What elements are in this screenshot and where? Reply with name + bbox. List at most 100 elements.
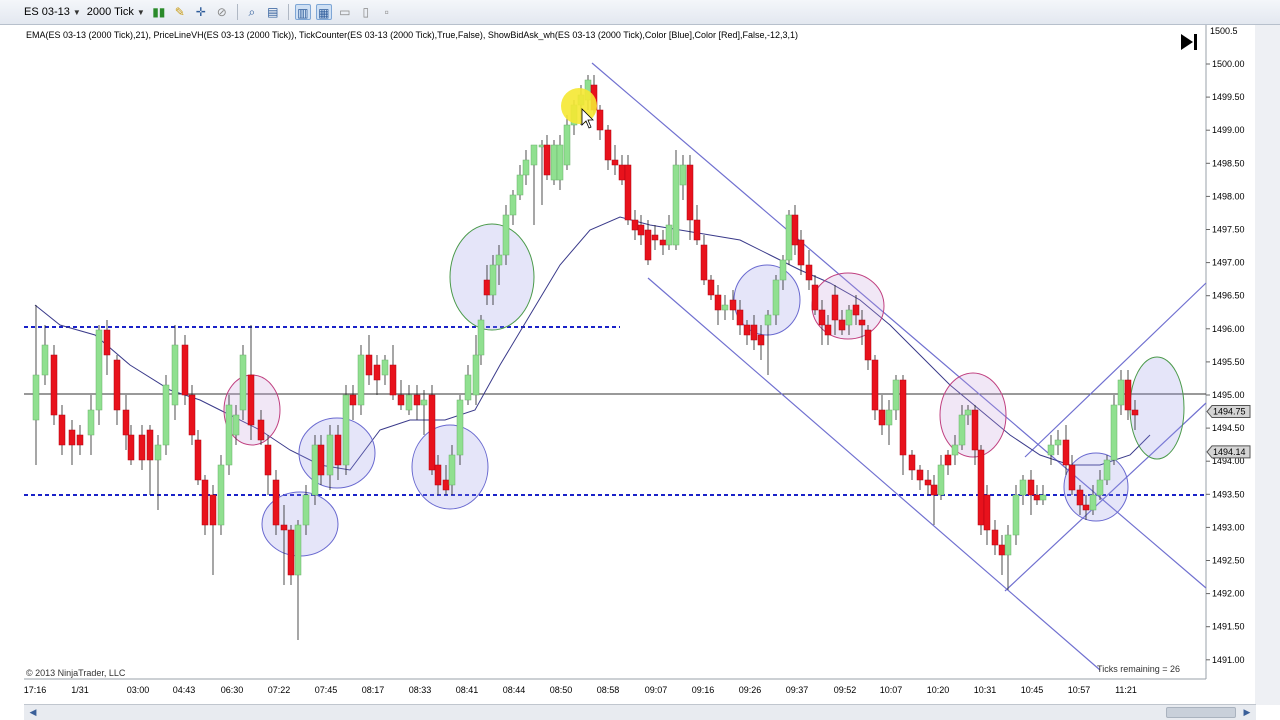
candle (95, 325, 103, 425)
chart-icon[interactable]: ▦ (315, 4, 332, 20)
instrument-selector[interactable]: ES 03-13 ▼ (24, 6, 81, 18)
candle (326, 425, 334, 490)
properties-icon[interactable]: ⊘ (216, 5, 227, 19)
candle (672, 150, 680, 250)
candle (302, 485, 310, 535)
candle (122, 395, 130, 450)
candle (381, 355, 389, 385)
candle (885, 400, 893, 445)
candle (707, 275, 715, 300)
candle (209, 485, 217, 575)
candle (397, 380, 405, 410)
price-axis-label: 1500.00 (1212, 59, 1245, 69)
channel-lines[interactable] (591, 62, 1207, 671)
time-axis-label: 07:22 (268, 685, 291, 695)
candle (1103, 455, 1111, 485)
candle (991, 520, 999, 555)
zoom-icon[interactable]: ⌕ (248, 5, 256, 19)
time-axis-label: 1/31 (71, 685, 89, 695)
price-axis-label: 1496.50 (1212, 291, 1245, 301)
plot-area (24, 25, 1206, 679)
candle (188, 385, 196, 445)
tab-icon[interactable]: ▯ (362, 5, 370, 19)
price-axis-label: 1492.00 (1212, 589, 1245, 599)
candle (1019, 475, 1027, 505)
scroll-end-icon[interactable] (1181, 34, 1197, 50)
candle (665, 215, 673, 250)
bid-price-marker: 1494.14 (1206, 445, 1251, 459)
candle (171, 325, 179, 420)
candle (1082, 495, 1090, 520)
scroll-left-icon[interactable]: ◀ (29, 707, 37, 717)
bar-style-icon[interactable]: ▮▮ (152, 5, 166, 19)
time-axis-label: 03:00 (127, 685, 150, 695)
candle (76, 425, 84, 455)
candle (530, 144, 538, 225)
candle (58, 405, 66, 455)
candle (791, 205, 799, 255)
candle (239, 345, 247, 420)
channel-upper-line[interactable] (591, 62, 1207, 589)
candle (357, 345, 365, 415)
candle (87, 395, 95, 455)
pencil-icon[interactable]: ✎ (174, 5, 185, 19)
candle (495, 245, 503, 285)
chart-trader-icon[interactable]: ▥ (294, 4, 311, 20)
time-axis-label: 08:17 (362, 685, 385, 695)
candle (373, 355, 381, 395)
price-axis-label: 1496.00 (1212, 324, 1245, 334)
candle (287, 525, 295, 585)
candle (651, 225, 659, 250)
price-chart[interactable]: EMA(ES 03-13 (2000 Tick),21), PriceLineV… (0, 25, 1255, 704)
candle (472, 335, 480, 405)
horizontal-scrollbar[interactable]: ◀ ▶ (24, 704, 1256, 720)
candle (181, 335, 189, 405)
candle (1089, 485, 1097, 515)
channel-lower-line[interactable] (647, 277, 1101, 671)
time-axis-label: 09:07 (645, 685, 668, 695)
candle (899, 375, 907, 475)
channel-rising-lower[interactable] (1004, 402, 1207, 592)
candle (937, 455, 945, 500)
left-margin (0, 25, 24, 705)
instrument-label: ES 03-13 (24, 6, 70, 18)
time-axis: 17:16 1/31 03:00 04:43 06:30 07:22 07:45 08:17 0… (24, 685, 1137, 695)
candle (349, 385, 357, 420)
candle (232, 405, 240, 445)
candle (611, 145, 619, 175)
candle (317, 435, 325, 485)
candle (864, 325, 872, 370)
data-box-icon[interactable]: ▤ (267, 5, 279, 19)
candle (743, 320, 751, 345)
candle (1096, 470, 1104, 500)
channel-rising-upper[interactable] (1024, 282, 1207, 458)
tab-icon[interactable]: ▭ (339, 5, 351, 19)
price-axis-label: 1491.00 (1212, 655, 1245, 665)
candle (489, 255, 497, 305)
interval-selector[interactable]: 2000 Tick ▼ (87, 6, 145, 18)
candle (365, 335, 373, 385)
candle (951, 435, 959, 465)
svg-text:1494.14: 1494.14 (1213, 447, 1246, 457)
crosshair-icon[interactable]: ✛ (195, 5, 206, 19)
time-axis-label: 06:30 (221, 685, 244, 695)
candle (971, 405, 979, 465)
candle (563, 115, 571, 170)
candle (596, 105, 604, 140)
annotation-circle[interactable] (1129, 356, 1185, 460)
candle (272, 470, 280, 535)
price-axis-label: 1493.50 (1212, 489, 1245, 499)
candle (68, 420, 76, 465)
price-axis-label: 1497.00 (1212, 258, 1245, 268)
time-axis-label: 08:58 (597, 685, 620, 695)
candle (1117, 370, 1125, 415)
scroll-thumb[interactable] (1166, 707, 1236, 718)
scroll-right-icon[interactable]: ▶ (1243, 707, 1251, 717)
candle (516, 165, 524, 200)
price-axis-label: 1493.00 (1212, 522, 1245, 532)
tab-icon[interactable]: ▫ (384, 5, 389, 19)
candle (41, 325, 49, 385)
annotation-circle[interactable] (811, 272, 885, 340)
time-axis-label: 08:41 (456, 685, 479, 695)
candle (1062, 425, 1070, 475)
